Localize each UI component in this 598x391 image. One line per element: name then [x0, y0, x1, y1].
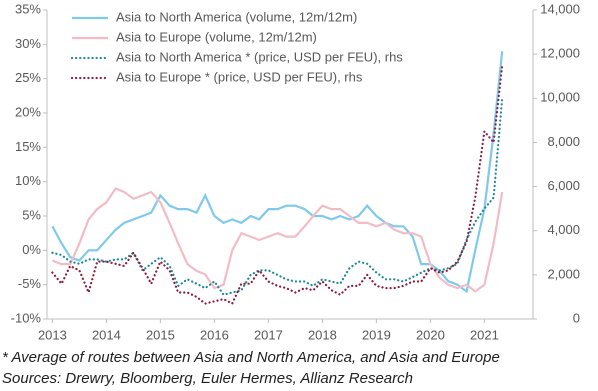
y-tick-label: 25% [15, 70, 41, 85]
legend-label: Asia to Europe (volume, 12m/12m) [116, 29, 317, 44]
y2-tick-label: 6,000 [547, 178, 580, 193]
y2-tick-label: 10,000 [540, 90, 580, 105]
x-tick-label: 2013 [38, 327, 67, 342]
legend-label: Asia to North America (volume, 12m/12m) [116, 9, 357, 24]
y2-tick-label: 12,000 [540, 46, 580, 61]
source: Sources: Drewry, Bloomberg, Euler Hermes… [2, 370, 413, 387]
y-tick-label: 35% [15, 1, 41, 16]
y-tick-label: 10% [15, 173, 41, 188]
y2-tick-label: 0 [573, 310, 580, 325]
series-line [51, 51, 504, 294]
y-tick-label: 5% [22, 207, 41, 222]
legend-label: Asia to Europe * (price, USD per FEU), r… [116, 69, 363, 84]
x-tick-label: 2021 [470, 327, 499, 342]
x-tick-label: 2016 [200, 327, 229, 342]
y-tick-label: 30% [15, 36, 41, 51]
x-tick-label: 2014 [92, 327, 121, 342]
x-tick-label: 2019 [362, 327, 391, 342]
footnote: * Average of routes between Asia and Nor… [2, 349, 500, 366]
x-tick-label: 2020 [416, 327, 445, 342]
y-tick-label: -5% [18, 276, 42, 291]
x-tick-label: 2015 [146, 327, 175, 342]
y2-tick-label: 4,000 [547, 222, 580, 237]
legend-label: Asia to North America * (price, USD per … [116, 49, 403, 64]
x-tick-label: 2017 [254, 327, 283, 342]
series-line [52, 187, 504, 293]
y2-tick-label: 14,000 [540, 1, 580, 16]
y2-tick-label: 2,000 [547, 266, 580, 281]
x-tick-label: 2018 [308, 327, 337, 342]
y2-tick-label: 8,000 [547, 134, 580, 149]
y-tick-label: 0% [22, 242, 41, 257]
series-line [51, 97, 504, 296]
y-tick-label: 20% [15, 104, 41, 119]
y-tick-label: -10% [11, 310, 42, 325]
y-tick-label: 15% [15, 139, 41, 154]
